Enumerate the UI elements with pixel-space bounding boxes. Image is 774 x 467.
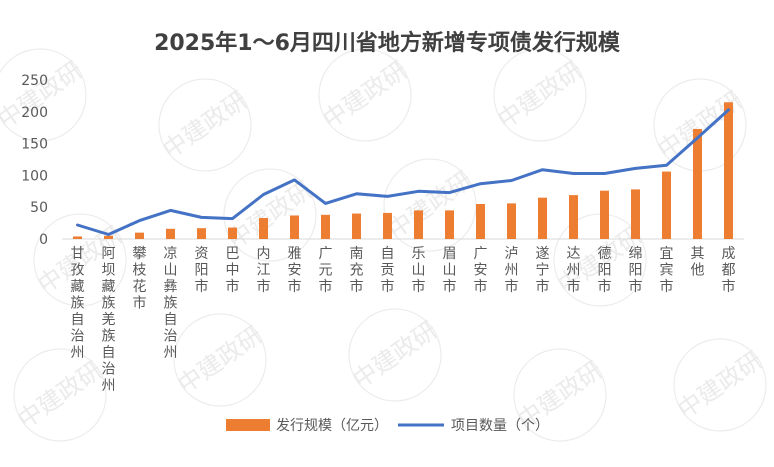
x-tick-label: 广安市 (474, 246, 488, 295)
series-line (76, 108, 730, 236)
watermark-ring (513, 348, 607, 442)
bar (104, 235, 113, 239)
bar (383, 212, 392, 239)
x-tick-label: 雅安市 (288, 246, 302, 295)
bar (600, 190, 609, 239)
x-tick-label: 绵阳市 (629, 245, 643, 295)
watermark-text: 中建政研 (158, 86, 253, 164)
y-tick-label: 200 (21, 105, 48, 121)
x-axis-labels: 甘孜藏族自治州 阿坝藏族羌族自治州 攀枝花市 凉山彝族自治州 资阳市 巴中市 内江市 雅安市 广… (71, 245, 736, 394)
watermark-ring (0, 48, 87, 142)
bar (321, 214, 330, 239)
chart-title: 2025年1～6月四川省地方新增专项债发行规模 (154, 30, 621, 56)
watermark: 中建政研 (0, 48, 87, 142)
x-tick-label: 甘孜藏族自治州 (71, 246, 85, 361)
watermark: 中建政研 (673, 338, 768, 432)
line-series (76, 108, 730, 236)
bar (166, 228, 175, 239)
legend-label-line: 项目数量（个） (451, 418, 549, 434)
watermark-text: 中建政研 (0, 56, 87, 134)
bar (135, 232, 144, 239)
watermark-text: 中建政研 (673, 346, 768, 424)
x-tick-label: 其他 (691, 246, 705, 279)
y-tick-label: 250 (21, 73, 48, 89)
x-tick-label: 泸州市 (505, 246, 519, 295)
y-tick-label: 150 (21, 137, 48, 153)
x-tick-label: 乐山市 (412, 246, 426, 295)
x-tick-label: 遂宁市 (536, 246, 550, 295)
x-tick-label: 德阳市 (598, 246, 612, 295)
legend-label-bar: 发行规模（亿元） (276, 418, 388, 434)
watermark-ring (493, 48, 587, 142)
watermark-ring (318, 48, 412, 142)
watermark-ring (383, 158, 477, 252)
bar (662, 171, 671, 239)
x-tick-label: 宜宾市 (660, 246, 674, 295)
bar-series (73, 102, 733, 239)
y-tick-label: 0 (39, 232, 48, 248)
x-tick-label: 阿坝藏族羌族自治州 (102, 246, 116, 394)
bar (693, 128, 702, 239)
y-tick-label: 100 (21, 168, 48, 184)
legend-swatch-bar (226, 419, 270, 431)
x-tick-label: 攀枝花市 (133, 246, 147, 312)
bar (352, 213, 361, 239)
x-tick-label: 资阳市 (195, 246, 209, 295)
x-tick-label: 巴中市 (226, 246, 240, 295)
y-tick-label: 50 (30, 200, 48, 216)
bar (259, 218, 268, 239)
bar (228, 227, 237, 239)
bar (476, 204, 485, 239)
watermark-text: 中建政研 (13, 356, 108, 434)
watermark-ring (158, 78, 252, 172)
watermark-ring (33, 213, 127, 307)
bar (538, 197, 547, 239)
watermark-ring (173, 313, 267, 407)
watermark-text: 中建政研 (173, 321, 268, 399)
x-tick-label: 眉山市 (443, 246, 457, 295)
x-tick-label: 内江市 (257, 246, 271, 295)
watermark-ring (13, 348, 107, 442)
watermark-text: 中建政研 (493, 56, 588, 134)
x-tick-label: 达州市 (567, 246, 581, 295)
x-tick-label: 凉山彝族自治州 (164, 246, 178, 361)
watermark: 中建政研 (513, 348, 607, 442)
bar (414, 210, 423, 239)
x-tick-label: 南充市 (350, 246, 364, 295)
watermark-text: 中建政研 (348, 316, 443, 394)
x-tick-label: 广元市 (319, 246, 333, 295)
watermark-ring (673, 338, 767, 432)
bar (445, 210, 454, 239)
bar (73, 236, 82, 239)
watermark-text: 中建政研 (318, 56, 413, 134)
bar (724, 102, 733, 239)
watermark-text: 中建政研 (383, 166, 478, 244)
bar (507, 203, 516, 239)
watermark-ring (348, 308, 442, 402)
bar (569, 195, 578, 239)
watermark: 中建政研 (158, 78, 253, 172)
bar (197, 228, 206, 239)
bar (631, 189, 640, 239)
x-tick-label: 自贡市 (381, 246, 395, 295)
watermark: 中建政研 (348, 308, 443, 402)
x-tick-label: 成都市 (722, 246, 736, 295)
chart-axes: 0 50 100 150 200 250 (21, 73, 744, 248)
bar (290, 215, 299, 239)
legend: 发行规模（亿元） 项目数量（个） (226, 418, 549, 434)
